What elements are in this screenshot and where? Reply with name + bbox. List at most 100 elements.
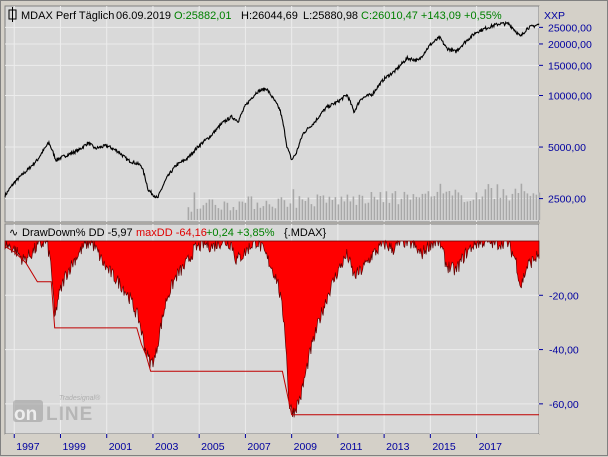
volume-bar <box>187 207 190 220</box>
volume-bar <box>307 197 310 220</box>
drawdown-axis-tick-label: -60,00 <box>549 399 579 411</box>
volume-bar <box>433 196 436 220</box>
price-axis-tick-label: 20000,00 <box>548 39 592 51</box>
volume-bar <box>298 196 301 220</box>
volume-bar <box>394 191 397 220</box>
volume-bar <box>409 199 412 220</box>
volume-bar <box>487 184 490 220</box>
price-axis-tick-label: 2500,00 <box>548 194 586 206</box>
volume-bar <box>340 196 343 220</box>
volume-bar <box>295 207 298 220</box>
volume-bar <box>304 201 307 220</box>
time-axis-ticks: 1997 1999 2001 2003 2005 2007 2009 2011 2013 2015… <box>13 434 502 453</box>
volume-bar <box>451 195 454 220</box>
volume-bar <box>436 191 439 220</box>
volume-bar <box>412 194 415 220</box>
volume-bar <box>301 199 304 220</box>
price-axis-tick-label: 10000,00 <box>548 90 592 102</box>
volume-bar <box>442 193 445 220</box>
volume-bar <box>361 195 364 220</box>
volume-bar <box>214 204 217 220</box>
volume-bar <box>520 183 523 220</box>
volume-bar <box>235 209 238 220</box>
volume-bar <box>514 188 517 220</box>
volume-bar <box>496 184 499 220</box>
volume-bar <box>337 204 340 220</box>
volume-bar <box>397 204 400 220</box>
price-legend-close: C:26010,47 +143,09 +0,55% <box>361 10 502 22</box>
volume-bar <box>331 200 334 220</box>
volume-bar <box>196 208 199 220</box>
volume-bar <box>226 202 229 220</box>
volume-bar <box>271 206 274 220</box>
volume-bar <box>382 202 385 220</box>
volume-bar <box>370 192 373 220</box>
volume-bar <box>415 196 418 220</box>
symbol-label: XXP <box>544 10 565 22</box>
volume-bar <box>427 191 430 220</box>
volume-bar <box>262 206 265 220</box>
time-axis-area <box>5 434 539 454</box>
volume-bar <box>367 202 370 220</box>
price-legend-low: L:25880,98 <box>303 10 358 22</box>
time-axis-tick-label: 2003 <box>155 441 179 453</box>
price-axis-area <box>539 6 605 222</box>
volume-bar <box>490 188 493 220</box>
svg-text:on: on <box>14 404 37 425</box>
volume-bar <box>499 197 502 220</box>
volume-bar <box>508 200 511 220</box>
volume-bar <box>538 192 541 220</box>
volume-bar <box>511 193 514 220</box>
volume-bar <box>250 196 253 220</box>
price-legend-high: H:26044,69 <box>241 10 298 22</box>
volume-bar <box>223 201 226 220</box>
time-axis-tick-label: 1999 <box>62 441 86 453</box>
volume-bar <box>388 202 391 220</box>
volume-bar <box>469 201 472 220</box>
price-legend-open: O:25882,01 <box>174 10 232 22</box>
volume-bar <box>385 191 388 220</box>
volume-bar <box>220 209 223 220</box>
volume-bar <box>283 200 286 220</box>
volume-bar <box>523 191 526 220</box>
volume-bar <box>448 191 451 220</box>
drawdown-axis-area <box>539 224 605 434</box>
volume-bar <box>439 183 442 220</box>
volume-bar <box>406 194 409 220</box>
volume-bar <box>505 195 508 220</box>
volume-bar <box>484 189 487 220</box>
volume-bar <box>478 199 481 220</box>
price-series-line <box>4 20 540 199</box>
svg-text:LINE: LINE <box>46 404 93 425</box>
price-axis-tick-label: 25000,00 <box>548 22 592 34</box>
volume-bar <box>445 191 448 220</box>
volume-bar <box>346 194 349 220</box>
drawdown-legend: ∿ DrawDown% DD -5,97 maxDD -64,16 +0,24 … <box>9 227 327 239</box>
time-axis-tick-label: 2005 <box>201 441 225 453</box>
volume-bar <box>256 202 259 220</box>
volume-bar <box>253 209 256 220</box>
volume-bar <box>493 198 496 220</box>
drawdown-axis-tick-label: -40,00 <box>549 345 579 357</box>
volume-bar <box>190 211 193 220</box>
volume-bar <box>247 196 250 220</box>
volume-bar <box>259 207 262 220</box>
volume-bar <box>244 202 247 220</box>
volume-bar <box>400 198 403 220</box>
volume-bar <box>268 204 271 220</box>
volume-bar <box>202 205 205 220</box>
volume-bar <box>391 193 394 220</box>
volume-bar <box>316 194 319 220</box>
volume-bar <box>313 206 316 220</box>
volume-bar <box>205 202 208 220</box>
price-pane <box>4 5 540 223</box>
volume-bar <box>289 203 292 220</box>
price-axis-ticks: 2500,00 5000,00 10000,00 15000,00 20000,00 25… <box>539 22 592 206</box>
volume-bar <box>463 202 466 220</box>
volume-bar <box>280 197 283 220</box>
volume-bar <box>265 200 268 220</box>
volume-bar <box>292 189 295 220</box>
wave-icon: ∿ <box>9 227 18 239</box>
